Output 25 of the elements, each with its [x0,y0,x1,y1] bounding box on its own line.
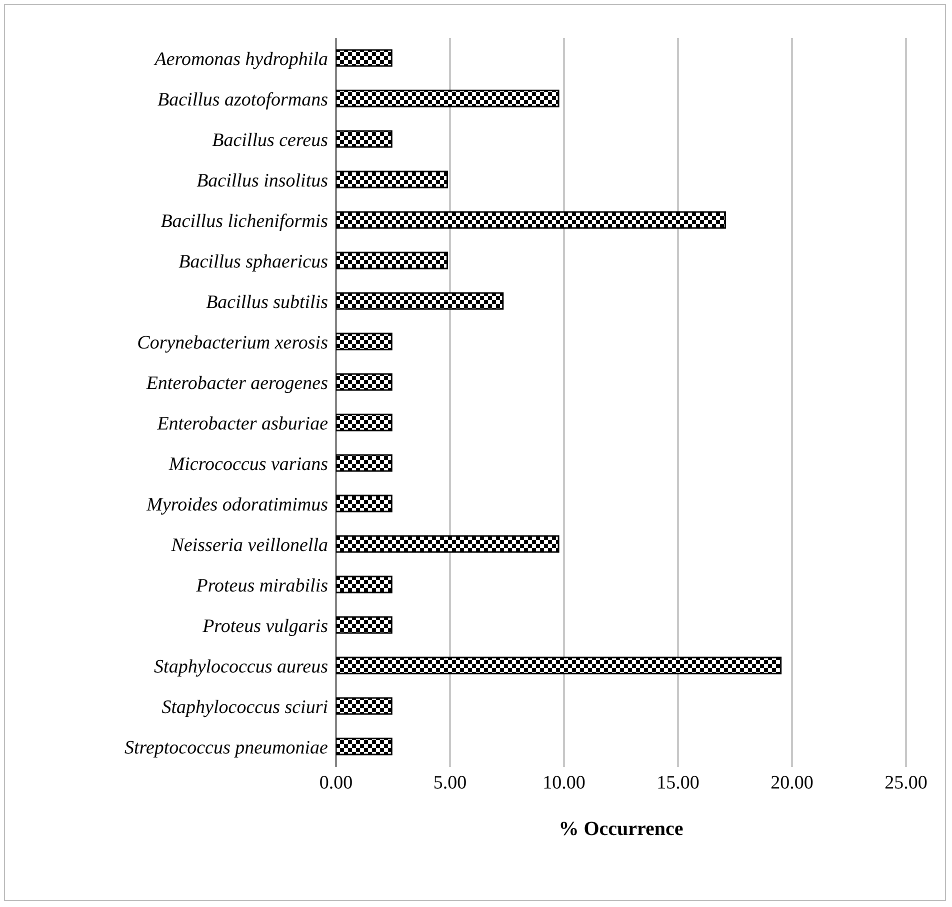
y-tick-label: Staphylococcus aureus [154,656,328,678]
x-tick-label: 25.00 [884,772,928,794]
x-tick-label: 20.00 [770,772,814,794]
y-tick-label: Micrococcus varians [168,454,328,475]
y-tick-label: Proteus vulgaris [202,616,328,637]
y-tick-label: Bacillus subtilis [206,292,328,313]
y-tick-label: Proteus mirabilis [195,575,328,596]
y-tick-label: Enterobacter aerogenes [145,372,328,394]
y-tick-label: Neisseria veillonella [170,534,328,556]
y-tick-label: Myroides odoratimimus [146,494,328,516]
y-tick-label: Bacillus sphaericus [178,251,328,272]
x-tick-label: 5.00 [433,772,467,794]
y-tick-label: Enterobacter asburiae [156,413,328,434]
y-tick-label: Bacillus azotoformans [158,89,328,110]
y-tick-label: Staphylococcus sciuri [162,696,328,718]
x-tick-label: 0.00 [319,772,353,794]
y-tick-label: Bacillus insolitus [196,170,328,192]
x-tick-label: 15.00 [656,772,700,794]
y-tick-label: Bacillus cereus [212,130,328,151]
x-tick-label: 10.00 [542,772,586,794]
x-axis-title: % Occurrence [558,818,684,840]
y-tick-label: Streptococcus pneumoniae [124,737,328,758]
y-tick-label: Aeromonas hydrophila [152,48,328,70]
y-tick-label: Corynebacterium xerosis [137,332,328,354]
y-tick-label: Bacillus licheniformis [160,210,328,232]
